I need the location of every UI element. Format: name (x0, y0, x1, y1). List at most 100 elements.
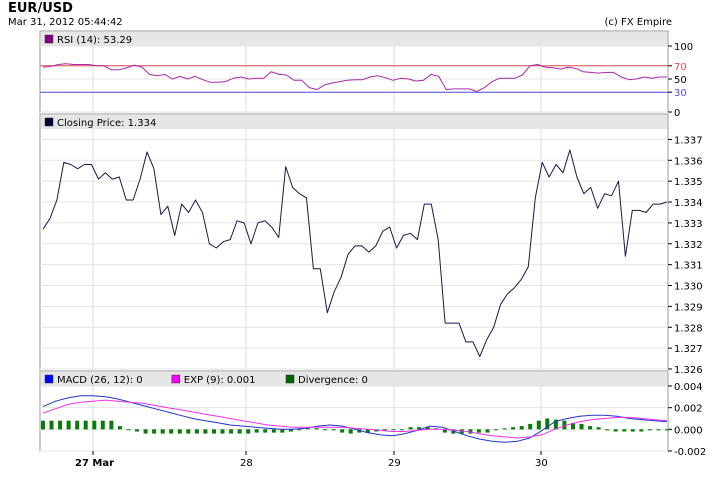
divergence-bar (476, 429, 481, 433)
legend-label: MACD (26, 12): 0 (57, 375, 143, 386)
legend-swatch (44, 117, 54, 127)
y-tick-label: 1.326 (674, 365, 703, 376)
divergence-bar (613, 429, 618, 432)
y-tick-label: 1.328 (674, 323, 703, 334)
y-tick-label: 1.334 (674, 198, 703, 209)
divergence-bar (400, 429, 404, 431)
y-tick-label: 1.329 (674, 302, 703, 313)
divergence-bar (220, 429, 225, 434)
divergence-bar (246, 429, 251, 434)
y-tick-label: 1.331 (674, 261, 703, 272)
x-tick-label: 30 (535, 458, 548, 469)
divergence-bar (519, 426, 524, 430)
divergence-bar (49, 420, 54, 430)
closing-price-line (42, 149, 668, 357)
divergence-bar (425, 427, 430, 430)
legend-label: EXP (9): 0.001 (184, 375, 256, 386)
divergence-bar (511, 427, 516, 430)
legend-swatch (44, 34, 54, 44)
divergence-bar (41, 420, 45, 430)
divergence-bar (622, 429, 627, 432)
divergence-bar (596, 427, 601, 430)
divergence-bar (536, 420, 541, 430)
divergence-bar (288, 429, 293, 432)
divergence-bar (66, 420, 71, 430)
divergence-bar (203, 429, 208, 434)
divergence-bar (639, 429, 644, 432)
divergence-bar (271, 429, 276, 433)
x-tick-label: 28 (240, 458, 253, 469)
divergence-bar (545, 418, 550, 430)
divergence-bar (665, 429, 669, 431)
divergence-bar (647, 429, 652, 431)
divergence-bar (314, 428, 319, 430)
panel-1-legend-bar (41, 32, 667, 46)
divergence-bar (58, 420, 63, 430)
divergence-bar (152, 429, 157, 434)
divergence-bar (100, 420, 105, 430)
y-tick-label: 0.000 (674, 425, 703, 436)
y-tick-label: 1.327 (674, 344, 703, 355)
divergence-bar (212, 429, 216, 434)
divergence-bar (588, 426, 593, 430)
y-tick-label: 1.335 (674, 177, 703, 188)
divergence-bar (237, 429, 242, 434)
divergence-bar (553, 419, 558, 430)
y-tick-label: 50 (674, 75, 687, 86)
divergence-bar (468, 429, 473, 434)
divergence-bar (254, 429, 259, 433)
divergence-bar (169, 429, 174, 434)
divergence-bar (263, 429, 268, 433)
legend-label: RSI (14): 53.29 (57, 35, 132, 46)
divergence-bar (562, 420, 567, 430)
macd-line (42, 395, 668, 443)
panel-2-legend-bar (41, 115, 667, 129)
divergence-bar (348, 429, 353, 434)
y-tick-label: 1.337 (674, 135, 703, 146)
panel-2-frame (39, 113, 669, 370)
divergence-bar (571, 422, 575, 430)
divergence-bar (528, 423, 533, 430)
divergence-bar (186, 429, 191, 434)
divergence-bar (323, 429, 328, 431)
y-tick-label: 0.002 (674, 404, 703, 415)
copyright-notice: (c) FX Empire (604, 17, 673, 28)
y-tick-label: 30 (674, 88, 687, 99)
divergence-bar (485, 429, 490, 433)
divergence-bar (442, 429, 447, 433)
divergence-bar (177, 429, 182, 434)
legend-swatch (171, 374, 181, 384)
divergence-bar (306, 428, 310, 430)
divergence-bar (494, 429, 498, 431)
divergence-bar (331, 429, 336, 431)
divergence-bar (365, 429, 370, 433)
divergence-bar (656, 429, 661, 431)
divergence-bar (92, 420, 97, 430)
y-tick-label: -0.002 (674, 447, 706, 458)
legend-swatch (44, 374, 54, 384)
y-tick-label: 1.332 (674, 240, 703, 251)
legend-label: Divergence: 0 (298, 375, 368, 386)
panel-3-legend-bar (41, 372, 667, 386)
legend-swatch (285, 374, 295, 384)
divergence-bar (229, 429, 234, 434)
chart-title: EUR/USD (8, 1, 73, 16)
exp-signal-line (42, 399, 668, 439)
x-tick-label: 29 (388, 458, 401, 469)
y-tick-label: 0.004 (674, 382, 703, 393)
y-tick-label: 0 (674, 108, 680, 119)
divergence-bar (605, 429, 610, 431)
divergence-bar (391, 429, 396, 431)
divergence-bar (83, 420, 88, 430)
x-tick-label: 27 Mar (75, 458, 114, 469)
divergence-bar (194, 429, 199, 434)
y-tick-label: 70 (674, 62, 687, 73)
divergence-bar (143, 429, 148, 434)
divergence-bar (160, 429, 165, 434)
divergence-bar (135, 429, 139, 432)
y-tick-label: 1.333 (674, 219, 703, 230)
divergence-bar (126, 429, 131, 431)
divergence-bar (417, 427, 422, 430)
divergence-bar (340, 429, 345, 433)
